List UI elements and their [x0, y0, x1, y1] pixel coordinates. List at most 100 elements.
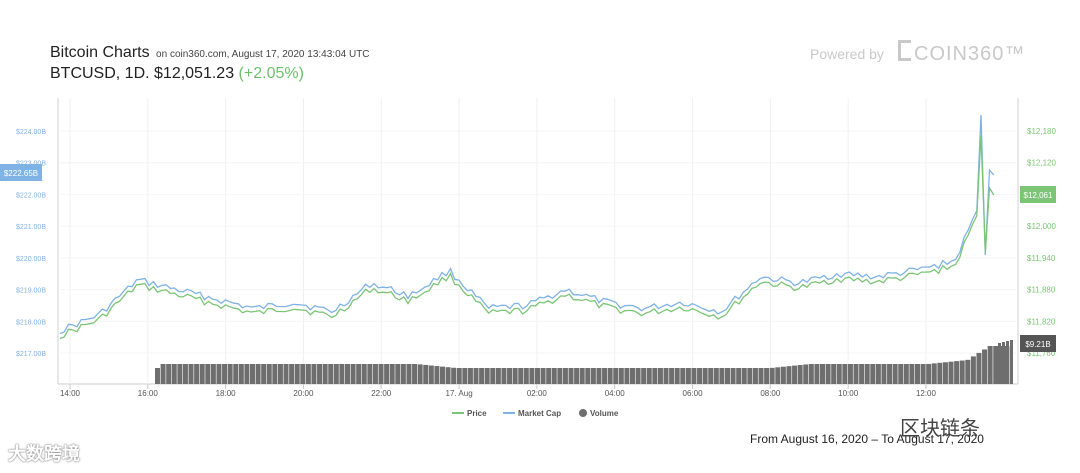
- legend-label: Market Cap: [518, 409, 561, 418]
- volume-bar: [205, 364, 211, 384]
- volume-bar: [272, 364, 278, 384]
- x-tick-label: 06:00: [683, 389, 704, 398]
- volume-bar: [579, 368, 585, 384]
- volume-bar: [825, 364, 831, 384]
- volume-bar: [864, 364, 870, 384]
- volume-bar: [333, 364, 339, 384]
- x-tick-label: 17. Aug: [446, 389, 473, 398]
- volume-bar: [613, 368, 619, 384]
- volume-bar: [931, 363, 937, 384]
- volume-bar: [685, 368, 691, 384]
- right-tick-label: $11,760: [1027, 349, 1056, 358]
- volume-bar: [440, 366, 445, 384]
- volume-bar: [384, 364, 390, 384]
- x-tick-label: 22:00: [371, 389, 392, 398]
- volume-bar: [976, 352, 982, 384]
- volume-bar: [277, 364, 283, 384]
- powered-by-label: Powered by: [810, 46, 884, 62]
- volume-bar: [250, 364, 255, 384]
- volume-bar: [959, 360, 965, 384]
- volume-bar: [1002, 342, 1005, 384]
- volume-bar: [987, 346, 993, 384]
- watermark-left: 大数跨境: [8, 444, 80, 464]
- volume-bar: [596, 368, 602, 384]
- volume-bar: [970, 356, 976, 384]
- volume-bar: [490, 368, 496, 384]
- volume-bar: [635, 368, 641, 384]
- volume-bar: [847, 364, 853, 384]
- volume-bar: [881, 364, 887, 384]
- volume-bar: [467, 368, 473, 384]
- volume-bar: [171, 364, 177, 384]
- volume-bar: [920, 364, 926, 384]
- volume-bar: [361, 364, 367, 384]
- x-tick-label: 04:00: [605, 389, 626, 398]
- volume-bar: [702, 368, 708, 384]
- current-volume-text: $9.21B: [1025, 340, 1050, 349]
- volume-bar: [769, 367, 775, 384]
- left-tick-label: $222.00B: [16, 192, 46, 199]
- volume-bar: [982, 349, 988, 384]
- volume-bar: [786, 366, 792, 384]
- coin360-logo-text: COIN360™: [914, 43, 1026, 65]
- x-tick-label: 10:00: [838, 389, 859, 398]
- volume-bar: [434, 366, 440, 384]
- volume-bar: [602, 368, 608, 384]
- coin360-logo[interactable]: COIN360™: [898, 40, 1025, 66]
- left-tick-label: $224.00B: [16, 129, 46, 136]
- volume-bar: [562, 368, 568, 384]
- right-tick-label: $11,820: [1027, 317, 1056, 326]
- left-tick-label: $219.00B: [16, 288, 46, 295]
- volume-bar: [585, 368, 591, 384]
- volume-bar: [317, 364, 323, 384]
- volume-bar: [725, 368, 730, 384]
- volume-bar: [797, 365, 803, 384]
- volume-bar: [372, 364, 378, 384]
- volume-bar: [568, 368, 574, 384]
- volume-bar: [501, 368, 507, 384]
- left-tick-label: $217.00B: [16, 351, 46, 358]
- volume-bar: [417, 364, 423, 384]
- grid: [57, 98, 1019, 389]
- volume-bar: [305, 364, 311, 384]
- volume-bar: [859, 364, 865, 384]
- volume-bar: [523, 368, 529, 384]
- volume-bar: [266, 364, 272, 384]
- volume-bar: [227, 364, 233, 384]
- x-tick-label: 18:00: [216, 389, 237, 398]
- coin360-logo-icon: [898, 40, 911, 61]
- volume-bar: [708, 368, 714, 384]
- volume-bar: [998, 346, 1004, 384]
- current-price-text: $12,061: [1024, 191, 1053, 200]
- right-tick-label: $12,000: [1027, 222, 1056, 231]
- volume-bar: [557, 368, 563, 384]
- volume-bar: [915, 364, 920, 384]
- volume-bar: [948, 361, 954, 384]
- volume-bar: [540, 368, 546, 384]
- volume-bar: [808, 364, 814, 384]
- current-market-cap-text: $222.65B: [4, 169, 38, 178]
- volume-bar: [160, 364, 166, 384]
- volume-bar: [646, 368, 652, 384]
- x-tick-label: 20:00: [293, 389, 314, 398]
- volume-bar: [378, 364, 384, 384]
- volume-bar: [389, 364, 395, 384]
- volume-bar: [775, 367, 781, 384]
- chart-title: Bitcoin Charts on coin360.com, August 17…: [50, 44, 370, 62]
- x-tick-label: 16:00: [138, 389, 159, 398]
- volume-bar: [870, 364, 876, 384]
- volume-bar: [451, 367, 457, 384]
- volume-bar: [590, 368, 596, 384]
- volume-bar: [663, 368, 669, 384]
- left-tick-label: $220.00B: [16, 256, 46, 263]
- legend: Price Market Cap Volume: [452, 409, 619, 418]
- volume-bar: [898, 364, 904, 384]
- volume-bar: [244, 364, 250, 384]
- volume-bar: [345, 364, 350, 384]
- volume-bar: [289, 364, 295, 384]
- legend-label: Volume: [590, 409, 619, 418]
- current-volume-label: [1020, 335, 1056, 352]
- volume-bar: [294, 364, 300, 384]
- volume-bar: [1006, 341, 1009, 384]
